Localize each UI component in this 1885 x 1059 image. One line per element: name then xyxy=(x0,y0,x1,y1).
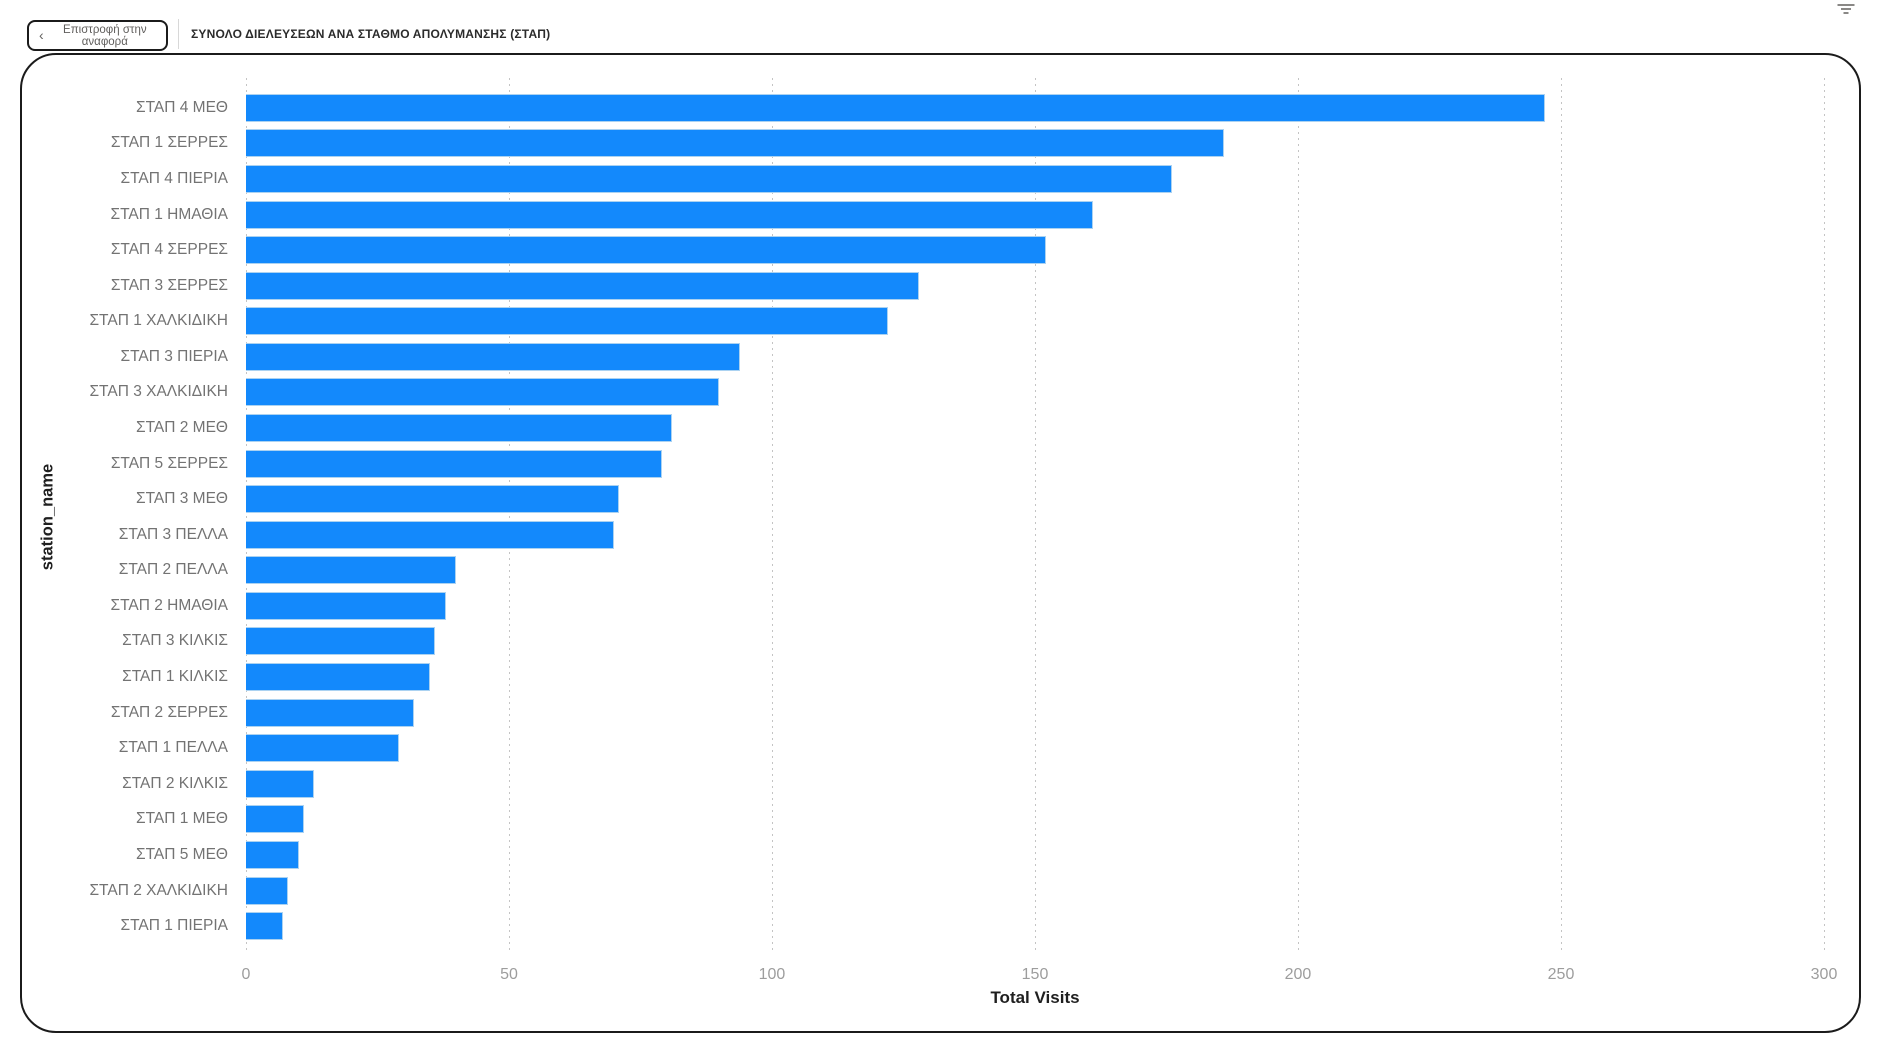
bar-row xyxy=(246,375,1824,411)
category-label: ΣΤΑΠ 3 ΧΑΛΚΙΔΙΚΗ xyxy=(89,383,228,401)
bar[interactable] xyxy=(246,912,283,941)
gridline xyxy=(1035,78,1036,952)
back-button-label: Επιστροφή στην αναφορά xyxy=(63,23,147,48)
filter-icon[interactable] xyxy=(1837,4,1854,16)
bar[interactable] xyxy=(246,378,720,407)
bar-row xyxy=(246,659,1824,695)
gridline xyxy=(246,78,247,952)
bar-row xyxy=(246,766,1824,802)
category-label: ΣΤΑΠ 2 ΗΜΑΘΙΑ xyxy=(110,596,228,614)
x-axis-ticks: 0 50 100 150 200 250 300 xyxy=(242,966,1838,986)
category-label: ΣΤΑΠ 1 ΠΙΕΡΙΑ xyxy=(120,917,229,935)
chevron-left-icon: ‹ xyxy=(39,27,44,43)
bar[interactable] xyxy=(246,556,457,585)
x-tick-label: 100 xyxy=(758,966,786,983)
bar-row xyxy=(246,553,1824,589)
x-tick-label: 200 xyxy=(1284,966,1312,983)
category-label: ΣΤΑΠ 2 ΧΑΛΚΙΔΙΚΗ xyxy=(89,881,228,899)
bar-row xyxy=(246,873,1824,909)
bar[interactable] xyxy=(246,663,431,692)
bar-row xyxy=(246,410,1824,446)
category-label: ΣΤΑΠ 1 ΚΙΛΚΙΣ xyxy=(122,668,228,686)
x-tick-label: 300 xyxy=(1810,966,1838,983)
bar-row xyxy=(246,90,1824,126)
bar[interactable] xyxy=(246,698,415,727)
x-tick-label: 250 xyxy=(1547,966,1575,983)
category-label: ΣΤΑΠ 2 ΣΕΡΡΕΣ xyxy=(110,703,228,721)
bar[interactable] xyxy=(246,876,289,905)
bar-row xyxy=(246,481,1824,517)
category-label: ΣΤΑΠ 4 ΜΕΘ xyxy=(136,98,228,116)
x-tick-label: 50 xyxy=(500,966,518,983)
bar[interactable] xyxy=(246,769,315,798)
bar[interactable] xyxy=(246,271,920,300)
bar-row xyxy=(246,268,1824,304)
category-label: ΣΤΑΠ 3 ΚΙΛΚΙΣ xyxy=(122,632,228,650)
bar[interactable] xyxy=(246,342,741,371)
category-label: ΣΤΑΠ 4 ΠΙΕΡΙΑ xyxy=(120,169,229,187)
category-label: ΣΤΑΠ 1 ΣΕΡΡΕΣ xyxy=(110,134,228,152)
category-label: ΣΤΑΠ 2 ΚΙΛΚΙΣ xyxy=(122,774,228,792)
x-axis-title: Total Visits xyxy=(990,988,1080,1007)
category-label: ΣΤΑΠ 2 ΜΕΘ xyxy=(136,418,228,436)
gridline xyxy=(1824,78,1825,952)
category-label: ΣΤΑΠ 5 ΜΕΘ xyxy=(136,845,228,863)
category-label: ΣΤΑΠ 4 ΣΕΡΡΕΣ xyxy=(110,241,228,259)
gridline xyxy=(1561,78,1562,952)
category-label: ΣΤΑΠ 1 ΗΜΑΘΙΑ xyxy=(110,205,228,223)
bar-row xyxy=(246,695,1824,731)
category-label: ΣΤΑΠ 3 ΠΕΛΛΑ xyxy=(118,525,228,543)
bar[interactable] xyxy=(246,449,662,478)
plot-area xyxy=(246,90,1824,944)
back-to-report-button[interactable]: ‹ Επιστροφή στην αναφορά xyxy=(27,20,168,51)
bar[interactable] xyxy=(246,840,299,869)
bar[interactable] xyxy=(246,485,620,514)
bar-row xyxy=(246,837,1824,873)
gridline xyxy=(508,78,510,952)
bar-row xyxy=(246,232,1824,268)
category-label: ΣΤΑΠ 3 ΠΙΕΡΙΑ xyxy=(120,347,229,365)
bar-row xyxy=(246,446,1824,482)
page-title: ΣΥΝΟΛΟ ΔΙΕΛΕΥΣΕΩΝ ΑΝΑ ΣΤΑΘΜΟ ΑΠΟΛΥΜΑΝΣΗΣ… xyxy=(191,27,551,41)
bar[interactable] xyxy=(246,413,673,442)
y-axis-title: station_name xyxy=(38,463,57,571)
gridline xyxy=(1297,78,1299,952)
bar-row xyxy=(246,908,1824,944)
bar[interactable] xyxy=(246,236,1046,265)
bar-row xyxy=(246,303,1824,339)
bar[interactable] xyxy=(246,591,446,620)
category-label: ΣΤΑΠ 1 ΠΕΛΛΑ xyxy=(118,739,228,757)
category-label: ΣΤΑΠ 1 ΜΕΘ xyxy=(136,810,228,828)
bar-row xyxy=(246,339,1824,375)
bar[interactable] xyxy=(246,200,1093,229)
bar[interactable] xyxy=(246,93,1546,122)
bar[interactable] xyxy=(246,734,399,763)
y-axis-category-labels: ΣΤΑΠ 4 ΜΕΘ ΣΤΑΠ 1 ΣΕΡΡΕΣ ΣΤΑΠ 4 ΠΙΕΡΙΑ ΣΤΑΠ… xyxy=(0,90,237,944)
category-label: ΣΤΑΠ 3 ΜΕΘ xyxy=(136,490,228,508)
gridline-layer xyxy=(246,78,1825,952)
bar[interactable] xyxy=(246,805,304,834)
header-divider xyxy=(178,19,179,49)
bar[interactable] xyxy=(246,129,1225,158)
bar-row xyxy=(246,802,1824,838)
bar-row xyxy=(246,126,1824,162)
bar[interactable] xyxy=(246,520,615,549)
bar-row xyxy=(246,624,1824,660)
bar-row xyxy=(246,517,1824,553)
x-tick-label: 150 xyxy=(1021,966,1049,983)
bar[interactable] xyxy=(246,627,436,656)
gridline xyxy=(771,78,773,952)
category-label: ΣΤΑΠ 2 ΠΕΛΛΑ xyxy=(118,561,228,579)
x-tick-label: 0 xyxy=(241,966,251,983)
category-label: ΣΤΑΠ 5 ΣΕΡΡΕΣ xyxy=(110,454,228,472)
category-label: ΣΤΑΠ 3 ΣΕΡΡΕΣ xyxy=(110,276,228,294)
bar[interactable] xyxy=(246,164,1172,193)
bar-row xyxy=(246,161,1824,197)
bar-row xyxy=(246,197,1824,233)
category-label: ΣΤΑΠ 1 ΧΑΛΚΙΔΙΚΗ xyxy=(89,312,228,330)
bar[interactable] xyxy=(246,307,888,336)
bar-row xyxy=(246,588,1824,624)
bar-row xyxy=(246,730,1824,766)
